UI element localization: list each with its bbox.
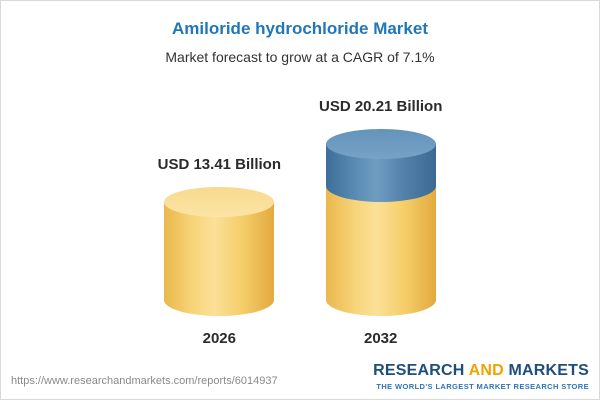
research-and-markets-logo[interactable]: RESEARCH AND MARKETS THE WORLD'S LARGEST… xyxy=(373,362,589,391)
report-url-link[interactable]: https://www.researchandmarkets.com/repor… xyxy=(11,375,278,387)
bar-2026-body xyxy=(164,202,275,316)
bar-group-2026: USD 13.41 Billion 2026 xyxy=(158,156,281,347)
chart-area: USD 13.41 Billion 2026 USD 20.21 Billion… xyxy=(1,98,599,347)
bar-2032-value-label: USD 20.21 Billion xyxy=(319,98,443,116)
logo-word-and: AND xyxy=(468,362,504,379)
bar-2026-value-label: USD 13.41 Billion xyxy=(157,156,281,174)
bar-group-2032: USD 20.21 Billion 2032 xyxy=(319,98,442,347)
bar-2026-top-cap xyxy=(164,187,275,218)
page-subtitle: Market forecast to grow at a CAGR of 7.1… xyxy=(165,49,435,65)
bar-2032-top-cap xyxy=(325,129,436,160)
x-axis-label-2026: 2026 xyxy=(202,330,236,347)
logo-tagline: THE WORLD'S LARGEST MARKET RESEARCH STOR… xyxy=(376,382,589,391)
cylinder-2026 xyxy=(164,187,275,316)
page-title: Amiloride hydrochloride Market xyxy=(172,19,428,38)
logo-word-markets: MARKETS xyxy=(508,362,589,379)
growth-segment xyxy=(325,129,436,203)
cylinder-2032 xyxy=(325,129,436,316)
logo-word-research: RESEARCH xyxy=(373,362,465,379)
x-axis-label-2032: 2032 xyxy=(364,330,398,347)
logo-wordmark: RESEARCH AND MARKETS xyxy=(373,362,589,380)
